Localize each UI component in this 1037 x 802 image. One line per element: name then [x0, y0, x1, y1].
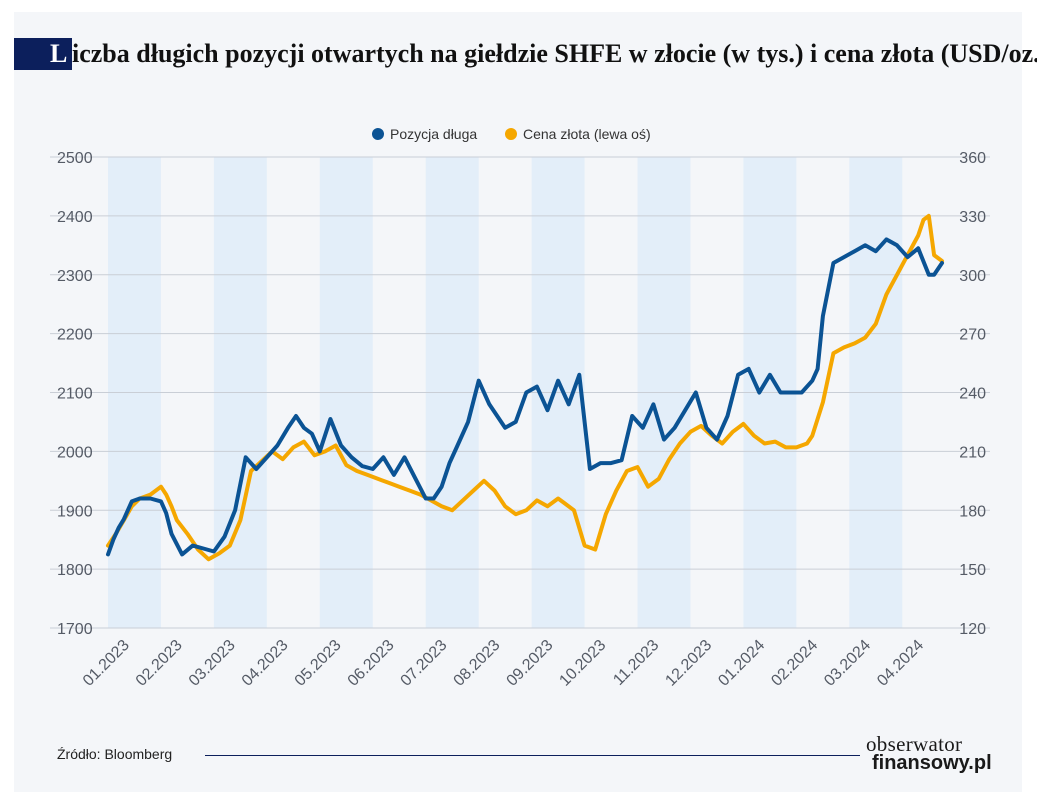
series-line-long-position: [106, 237, 944, 557]
right-tick-label: 210: [959, 444, 986, 461]
left-axis: 2500 2400 2300 2200 2100 2000 1900 1800 1700: [57, 150, 93, 638]
x-axis: 01.2023 02.2023 03.2023 04.2023 05.2023 06.20…: [80, 637, 927, 690]
x-tick-label: 11.2023: [610, 637, 662, 689]
x-tick-label: 03.2023: [186, 637, 239, 690]
source-label: Źródło: Bloomberg: [57, 746, 173, 762]
x-tick-label: 05.2023: [292, 637, 345, 690]
right-tick-label: 150: [959, 562, 986, 579]
x-tick-label: 07.2023: [398, 637, 451, 690]
title-first-letter: L: [50, 39, 68, 68]
right-tick-label: 240: [959, 386, 986, 403]
x-tick-label: 10.2023: [556, 637, 609, 690]
x-tick-label: 04.2023: [239, 637, 292, 690]
chart-title: iczba długich pozycji otwartych na giełd…: [72, 39, 1037, 68]
x-tick-label: 04.2024: [874, 637, 927, 690]
left-tick-label: 2300: [57, 268, 93, 285]
right-tick-label: 360: [959, 150, 986, 167]
left-tick-label: 2500: [57, 150, 93, 167]
x-tick-label: 01.2024: [715, 637, 768, 690]
brand-logo-top: obserwator: [866, 732, 963, 756]
x-tick-label: 09.2023: [504, 637, 557, 690]
title-marker: [14, 38, 72, 70]
series-lines: [106, 213, 944, 562]
legend-label: Pozycja długa: [390, 126, 477, 142]
gridlines: [50, 156, 990, 629]
right-tick-label: 330: [959, 209, 986, 226]
source-divider: [205, 755, 860, 756]
legend-label: Cena złota (lewa oś): [523, 126, 651, 142]
right-tick-label: 120: [959, 621, 986, 638]
x-tick-label: 03.2024: [821, 637, 874, 690]
right-tick-label: 300: [959, 268, 986, 285]
left-tick-label: 1800: [57, 562, 93, 579]
right-axis: 360 330 300 270 240 210 180 150 120: [959, 150, 986, 638]
series-line-gold-price: [106, 213, 944, 562]
x-tick-label: 02.2023: [133, 637, 186, 690]
left-tick-label: 2100: [57, 386, 93, 403]
left-tick-label: 2200: [57, 327, 93, 344]
legend-marker: [505, 128, 517, 140]
left-tick-label: 1900: [57, 503, 93, 520]
left-tick-label: 2000: [57, 444, 93, 461]
x-tick-label: 12.2023: [662, 637, 715, 690]
x-tick-label: 06.2023: [345, 637, 398, 690]
legend: Pozycja długa Cena złota (lewa oś): [372, 126, 651, 142]
x-tick-label: 01.2023: [80, 637, 133, 690]
legend-marker: [372, 128, 384, 140]
x-tick-label: 02.2024: [768, 637, 821, 690]
left-tick-label: 2400: [57, 209, 93, 226]
right-tick-label: 270: [959, 327, 986, 344]
x-tick-label: 08.2023: [451, 637, 504, 690]
brand-logo-bottom: finansowy.pl: [872, 752, 992, 774]
right-tick-label: 180: [959, 503, 986, 520]
left-tick-label: 1700: [57, 621, 93, 638]
